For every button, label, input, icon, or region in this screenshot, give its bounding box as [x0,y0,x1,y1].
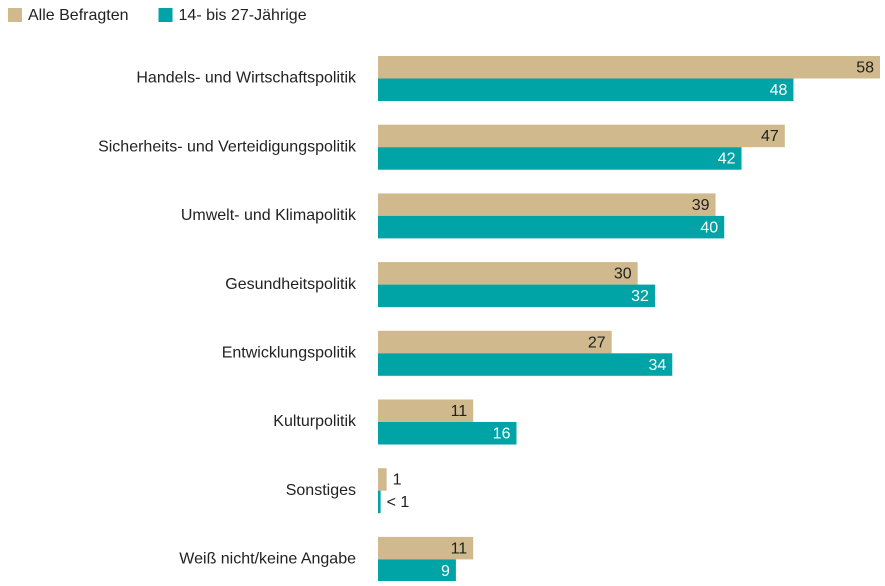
bar [378,490,381,514]
bar [378,56,880,79]
bar [378,399,474,422]
data-label: 48 [770,82,788,99]
bar [378,353,673,376]
bar [378,124,785,148]
bar [378,215,725,239]
legend-label: Alle Befragten [28,7,129,24]
legend-label: 14- bis 27-Jährige [179,7,307,24]
data-label: 11 [451,540,468,557]
bar [378,147,742,170]
data-label: 39 [692,197,710,214]
bar [378,559,456,582]
legend-swatch [158,8,173,22]
category-label: Entwicklungspolitik [222,345,357,362]
category-label: Kulturpolitik [273,413,357,430]
bar [378,78,794,101]
data-label: 34 [648,357,666,374]
bar [378,536,474,560]
bar [378,193,716,216]
data-label: 32 [631,288,649,305]
data-label: 40 [700,219,718,236]
data-label: 9 [441,563,450,580]
category-label: Handels- und Wirtschaftspolitik [136,70,357,87]
bar [378,422,517,445]
data-label: 27 [588,334,606,351]
category-label: Umwelt- und Klimapolitik [181,207,357,224]
bar [378,262,638,285]
data-label: < 1 [387,494,410,511]
category-label: Gesundheitspolitik [225,276,357,293]
bar [378,284,655,308]
bar [378,468,387,491]
data-label: 30 [614,266,632,283]
bar [378,330,612,354]
data-label: 11 [451,403,468,420]
data-label: 42 [718,151,736,168]
data-label: 16 [493,425,511,442]
data-label: 58 [856,59,874,76]
data-label: 1 [393,472,402,489]
category-label: Weiß nicht/keine Angabe [179,551,356,568]
legend-swatch [8,8,22,22]
category-label: Sonstiges [286,482,356,499]
category-label: Sicherheits- und Verteidigungspolitik [98,138,357,155]
data-label: 47 [761,128,779,145]
